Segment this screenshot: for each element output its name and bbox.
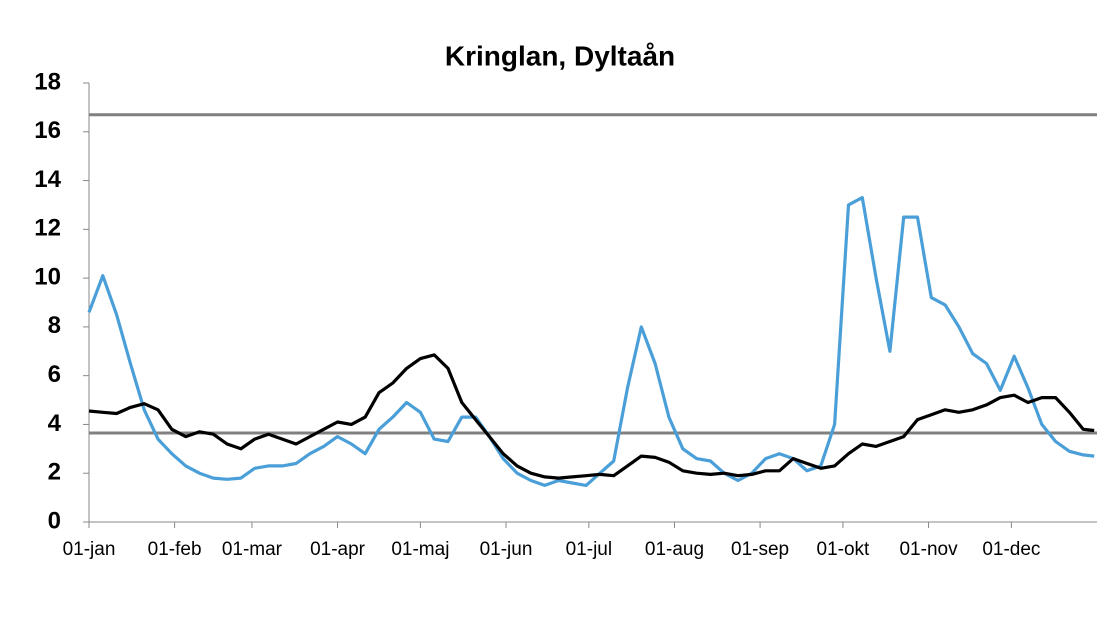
y-tick-label: 4 [48, 410, 62, 437]
x-tick-label: 01-jul [566, 539, 612, 560]
y-tick-label: 16 [34, 117, 61, 144]
y-tick-label: 10 [34, 263, 61, 290]
series-line [87, 196, 1095, 487]
x-tick-label: 01-nov [899, 539, 958, 560]
x-tick-label: 01-sep [731, 539, 789, 560]
series-line [88, 353, 1095, 480]
y-tick-label: 18 [34, 68, 61, 95]
y-tick-label: 8 [48, 312, 61, 339]
x-tick-label: 01-aug [645, 539, 704, 560]
x-tick-label: 01-okt [817, 539, 871, 560]
x-tick-label: 01-maj [391, 539, 449, 560]
chart-title: Kringlan, Dyltaån [445, 40, 675, 71]
y-tick-label: 2 [48, 459, 61, 486]
y-tick-label: 14 [34, 166, 61, 193]
y-tick-label: 12 [34, 215, 61, 242]
x-tick-label: 01-dec [982, 539, 1040, 560]
x-tick-label: 01-feb [148, 539, 202, 560]
y-tick-label: 6 [48, 361, 61, 388]
x-tick-label: 01-jun [480, 539, 533, 560]
x-tick-label: 01-jan [63, 539, 116, 560]
y-tick-label: 0 [48, 507, 61, 534]
x-tick-label: 01-apr [310, 539, 366, 560]
x-tick-label: 01-mar [222, 539, 283, 560]
